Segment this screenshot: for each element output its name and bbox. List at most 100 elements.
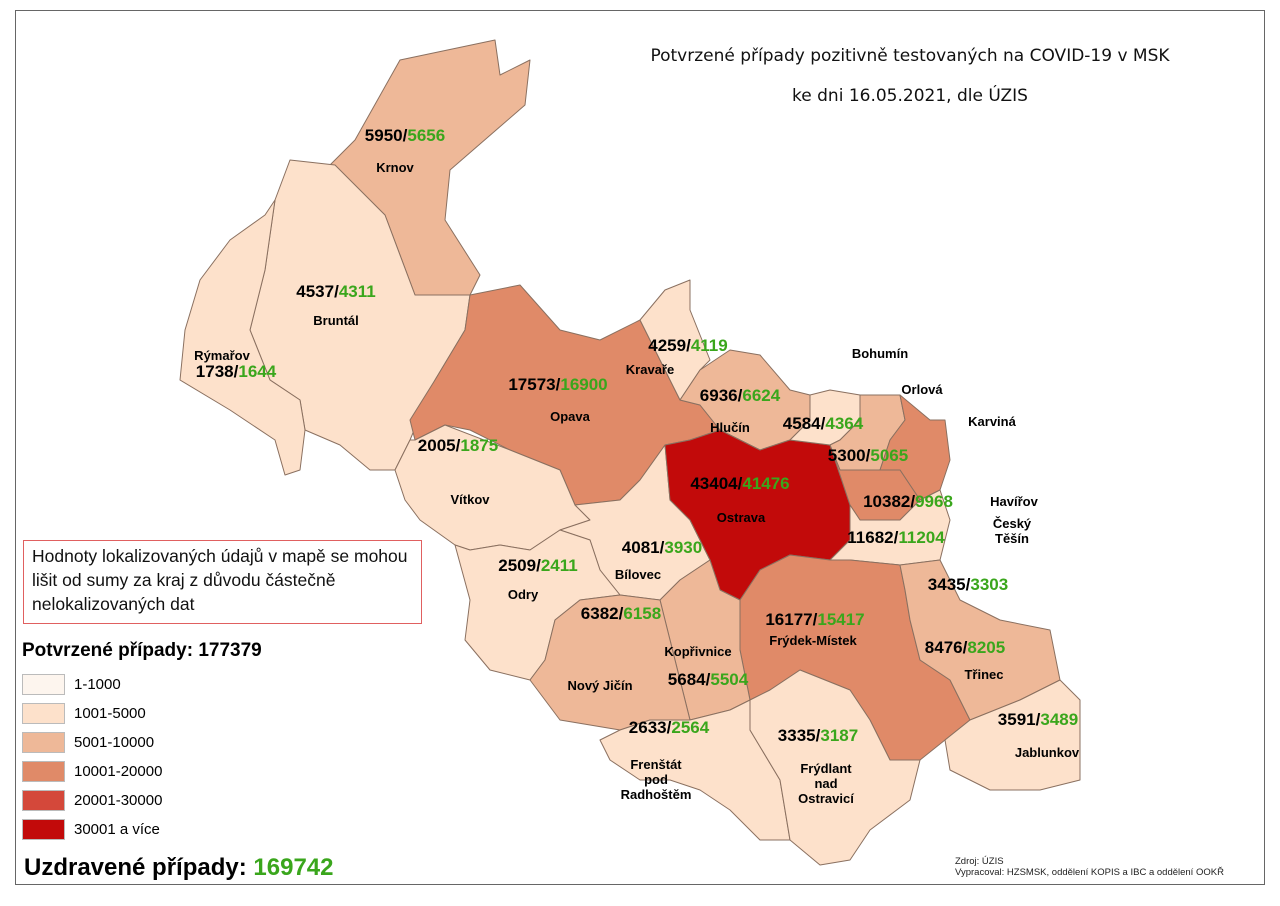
region-value-trinec: 8476/8205 (925, 638, 1005, 658)
region-value-kravare: 4259/4119 (648, 336, 727, 356)
map-title: Potvrzené případy pozitivně testovaných … (650, 46, 1170, 66)
region-value-frenstat-pod-radhostem: 2633/2564 (629, 718, 709, 738)
region-name-bohumin: Bohumín (851, 346, 909, 361)
confirmed-count: 5684 (667, 670, 706, 689)
region-value-bruntal: 4537/4311 (296, 282, 375, 302)
separator: / (455, 436, 461, 455)
recovered-count: 4311 (338, 282, 376, 301)
region-value-jablunkov: 3591/3489 (998, 710, 1078, 730)
region-name-vitkov: Vítkov (450, 492, 490, 507)
separator: / (233, 362, 239, 381)
confirmed-count: 10382 (863, 492, 911, 511)
legend-item: 10001-20000 (22, 761, 162, 782)
separator: / (618, 604, 624, 623)
region-value-cesky-tesin: 3435/3303 (928, 575, 1008, 595)
region-value-vitkov: 2005/1875 (418, 436, 498, 456)
region-name-odry: Odry (507, 587, 539, 602)
legend-swatch (22, 819, 65, 840)
recovered-count: 2411 (540, 556, 578, 575)
legend-label: 20001-30000 (74, 792, 163, 809)
confirmed-count: 2509 (498, 556, 537, 575)
separator: / (536, 556, 541, 575)
separator: / (865, 446, 871, 465)
legend-swatch (22, 761, 65, 782)
region-name-opava: Opava (550, 409, 590, 424)
region-value-orlova: 5300/5065 (828, 446, 908, 466)
region-name-trinec: Třinec (964, 667, 1004, 682)
recovered-count: 41476 (742, 474, 790, 493)
recovered-count: 6624 (742, 386, 781, 405)
separator: / (820, 414, 826, 433)
recovered-count: 8205 (967, 638, 1006, 657)
region-cesky-tesin (829, 489, 951, 566)
separator: / (659, 538, 665, 557)
legend-label: 10001-20000 (74, 763, 163, 780)
region-value-karvina: 11682/11204 (847, 528, 944, 548)
region-jablunkov (944, 679, 1081, 791)
source-credit: Zdroj: ÚZIS Vypracoval: HZSMSK, oddělení … (955, 856, 1224, 878)
legend-swatch (22, 790, 65, 811)
region-name-hlucin: Hlučín (710, 420, 750, 435)
confirmed-count: 11682 (847, 528, 894, 547)
region-value-bohumin: 4584/4364 (783, 414, 863, 434)
legend-swatch (22, 674, 65, 695)
confirmed-count: 5950 (364, 126, 403, 145)
region-value-koprivnice: 6382/6158 (581, 604, 661, 624)
region-value-frydlant-nad-ostravici: 3335/3187 (778, 726, 858, 746)
recovered-count: 4364 (825, 414, 864, 433)
region-value-frydek-mistek: 16177/15417 (765, 610, 864, 630)
confirmed-count: 5300 (827, 446, 866, 465)
recovered-total: Uzdravené případy: 169742 (24, 854, 334, 882)
author-line: Vypracoval: HZSMSK, oddělení KOPIS a IBC… (955, 867, 1224, 878)
confirmed-count: 2005 (417, 436, 456, 455)
legend-item: 1-1000 (22, 674, 121, 695)
recovered-count: 5065 (870, 446, 909, 465)
confirmed-value: 177379 (198, 640, 262, 661)
region-name-jablunkov: Jablunkov (1014, 745, 1080, 760)
region-value-krnov: 5950/5656 (365, 126, 445, 146)
recovered-label: Uzdravené případy: (24, 854, 254, 881)
legend-item: 1001-5000 (22, 703, 146, 724)
legend-item: 5001-10000 (22, 732, 154, 753)
legend-swatch (22, 703, 65, 724)
region-name-frenstat-pod-radhostem: Frenštát pod Radhoštěm (620, 757, 692, 802)
region-value-hlucin: 6936/6624 (700, 386, 780, 406)
separator: / (893, 528, 899, 547)
separator: / (737, 474, 743, 493)
confirmed-count: 6382 (580, 604, 619, 623)
source-line: Zdroj: ÚZIS (955, 856, 1004, 867)
separator: / (555, 375, 561, 394)
region-value-bilovec: 4081/3930 (622, 538, 702, 558)
recovered-count: 5504 (710, 670, 749, 689)
separator: / (1035, 710, 1041, 729)
recovered-count: 3187 (820, 726, 859, 745)
recovered-count: 2564 (671, 718, 710, 737)
confirmed-count: 4537 (296, 282, 335, 301)
region-frydlant-nad-ostravici (749, 669, 921, 866)
region-name-ostrava: Ostrava (716, 510, 766, 525)
confirmed-count: 3591 (997, 710, 1036, 729)
region-name-novy-jicin: Nový Jičín (567, 678, 633, 693)
region-frenstat-pod-radhostem (599, 699, 791, 841)
recovered-count: 1644 (238, 362, 277, 381)
separator: / (812, 610, 818, 629)
separator: / (962, 638, 968, 657)
separator: / (334, 282, 339, 301)
region-name-frydlant-nad-ostravici: Frýdlant nad Ostravicí (798, 761, 854, 806)
separator: / (737, 386, 743, 405)
region-name-rymarov: Rýmařov (194, 348, 250, 363)
legend-label: 1001-5000 (74, 705, 146, 722)
region-kravare (639, 279, 711, 401)
region-name-bilovec: Bílovec (614, 567, 662, 582)
confirmed-count: 3435 (927, 575, 966, 594)
region-rymarov (179, 199, 306, 476)
map-frame (15, 10, 1265, 885)
legend-label: 30001 a více (74, 821, 160, 838)
recovered-count: 9968 (915, 492, 953, 511)
recovered-count: 3930 (664, 538, 703, 557)
separator: / (965, 575, 971, 594)
region-value-novy-jicin: 5684/5504 (668, 670, 748, 690)
region-name-orlova: Orlová (901, 382, 943, 397)
confirmed-count: 4081 (621, 538, 660, 557)
